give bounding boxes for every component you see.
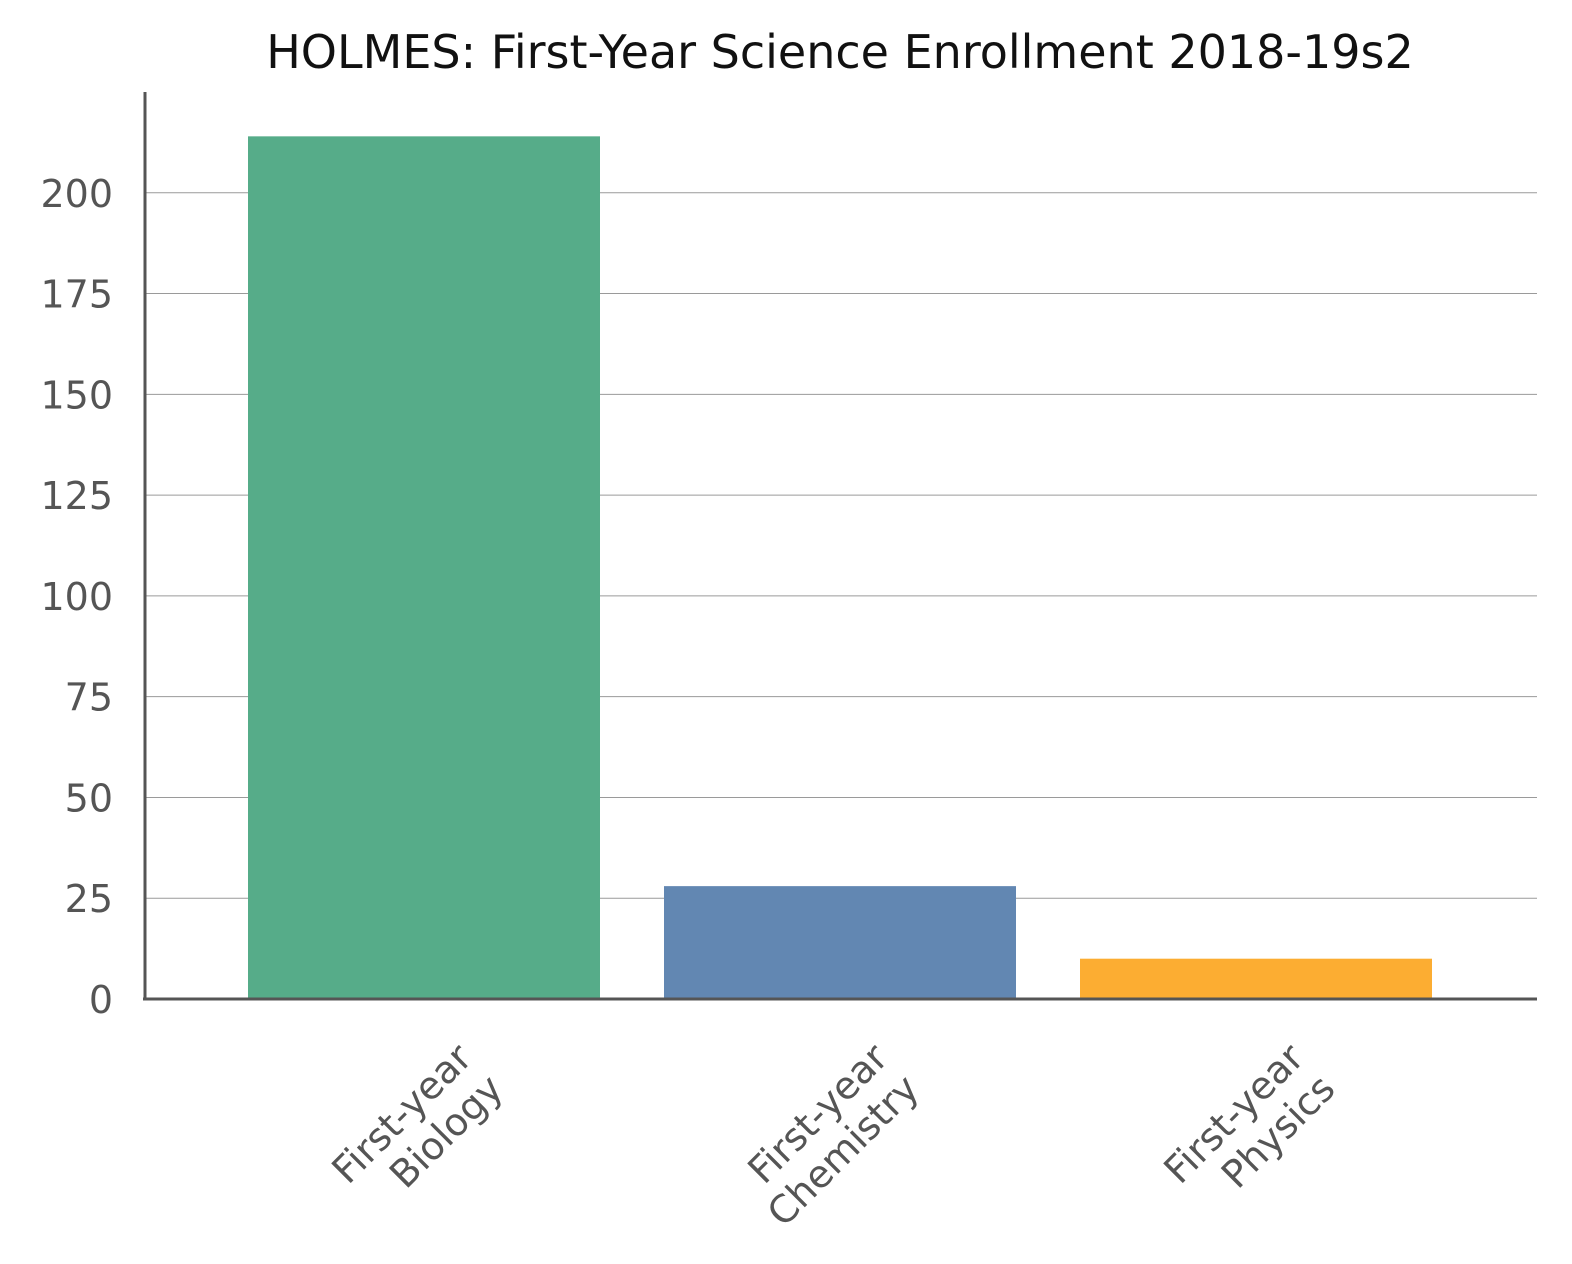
- y-tick-label: 50: [65, 776, 113, 820]
- y-tick-label: 0: [89, 978, 113, 1022]
- y-tick-label: 100: [40, 575, 113, 619]
- chart-title: HOLMES: First-Year Science Enrollment 20…: [266, 25, 1414, 79]
- y-tick-label: 75: [65, 676, 113, 720]
- y-tick-label: 25: [65, 877, 113, 921]
- bar: [248, 136, 600, 999]
- y-tick-label: 175: [40, 273, 113, 317]
- y-tick-label: 200: [40, 172, 113, 216]
- bar: [1080, 958, 1432, 999]
- bars: [248, 136, 1432, 999]
- bar: [664, 886, 1016, 999]
- y-tick-label: 125: [40, 474, 113, 518]
- y-tick-label: 150: [40, 373, 113, 417]
- y-axis-ticks: 0 25 50 75 100 125 150 175 200: [40, 172, 113, 1022]
